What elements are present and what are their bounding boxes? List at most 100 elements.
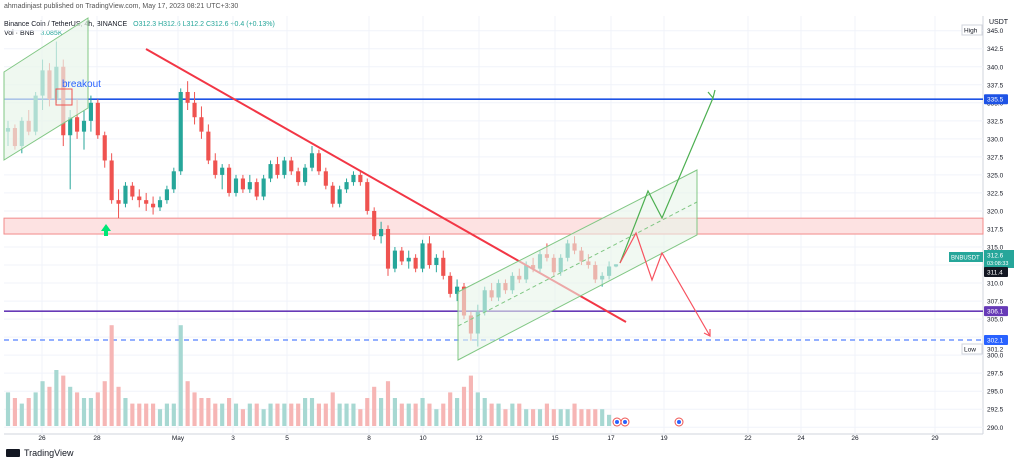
candle-body [233, 178, 239, 193]
candle-body [399, 250, 404, 262]
volume-bar [531, 409, 536, 426]
volume-value: 3.085K [40, 30, 63, 37]
x-tick-label: May [172, 435, 185, 442]
candle-body [392, 250, 397, 269]
symbol-tag-box [949, 252, 983, 262]
y-tick-label: 290.0 [987, 425, 1004, 432]
y-tick-label: 322.5 [987, 190, 1004, 197]
price-pill-text: 335.5 [987, 97, 1004, 104]
bullish-arrowhead [707, 89, 716, 100]
tradingview-logo[interactable]: TradingView [6, 448, 74, 458]
x-tick-label: 17 [607, 435, 615, 442]
volume-bar [130, 403, 135, 426]
volume-bar [544, 403, 549, 426]
candle-body [261, 178, 266, 197]
y-tick-label: 305.0 [987, 317, 1004, 324]
drawings [3, 17, 716, 427]
y-tick-label: 307.5 [987, 299, 1004, 306]
candle-body [303, 167, 308, 183]
candle-body [275, 164, 280, 175]
volume-bar [192, 392, 197, 426]
candle-body [434, 257, 439, 266]
candle-body [385, 228, 391, 269]
volume-bar [220, 403, 225, 426]
x-tick-label: 3 [231, 435, 235, 442]
volume-bar [406, 403, 411, 426]
y-tick-label: 295.0 [987, 389, 1004, 396]
candle-body [199, 117, 204, 132]
candle-body [102, 135, 107, 161]
volume-bar [102, 381, 107, 426]
x-tick-label: 12 [475, 435, 483, 442]
low-value: 301.2 [987, 347, 1004, 354]
candle-body [351, 174, 356, 183]
volume-bar [26, 398, 31, 426]
volume-bar [19, 403, 24, 426]
volume-bar [455, 398, 460, 426]
volume-bar [337, 403, 342, 426]
candle-body [68, 117, 73, 136]
volume-bar [434, 409, 439, 426]
candle-body [213, 160, 218, 175]
candle-body [144, 200, 149, 204]
candle-body [220, 167, 225, 175]
volume-bar [213, 403, 218, 426]
volume-bar [254, 403, 259, 426]
volume-bar [109, 325, 114, 426]
channel-midline [457, 201, 698, 327]
volume-bar [116, 386, 121, 426]
candle-body [116, 200, 121, 204]
volume-bar [206, 398, 211, 426]
price-pill [984, 94, 1008, 105]
candle-body [379, 228, 384, 237]
volume-bars [5, 325, 619, 426]
volume-bar [75, 392, 80, 426]
candle-body [420, 243, 425, 269]
candle-body [130, 185, 135, 197]
axis-tag-box [961, 24, 983, 36]
candle-body [192, 102, 197, 118]
volume-bar [247, 403, 252, 426]
volume-bar [496, 403, 501, 426]
candle-body [164, 189, 169, 201]
volume-bar [489, 403, 494, 426]
x-tick-label: 24 [797, 435, 805, 442]
volume-bar [413, 403, 418, 426]
candle-body [413, 257, 418, 269]
volume-bar [144, 403, 149, 426]
candle-body [240, 178, 245, 190]
volume-bar [385, 381, 391, 426]
current-price-text: 312.6 [987, 253, 1004, 260]
x-tick-label: 28 [93, 435, 101, 442]
candle-body [157, 200, 163, 208]
volume-bar [233, 403, 239, 426]
volume-bar [309, 398, 315, 426]
volume-bar [586, 409, 591, 426]
volume-bar [607, 414, 612, 426]
volume-bar [199, 398, 204, 426]
candle-body [178, 91, 183, 172]
volume-bar [579, 409, 584, 426]
volume-bar [171, 403, 176, 426]
volume-bar [420, 398, 425, 426]
candle-body [88, 102, 93, 121]
volume-bar [392, 398, 397, 426]
candle-body [406, 257, 411, 262]
volume-bar [47, 386, 52, 426]
volume-bar [517, 403, 522, 426]
volume-bar [482, 398, 487, 426]
y-tick-label: 310.0 [987, 281, 1004, 288]
candle-body [206, 131, 211, 161]
volume-bar [282, 403, 287, 426]
volume-bar [330, 392, 335, 426]
symbol-tag-label: BNBUSDT [951, 256, 980, 262]
breakout-annotation: breakout [62, 79, 101, 90]
y-tick-label: 340.0 [987, 64, 1004, 71]
currency-label: USDT [989, 19, 1009, 26]
candle-body [289, 160, 294, 172]
volume-bar [289, 403, 294, 426]
volume-bar [510, 403, 515, 426]
y-tick-label: 337.5 [987, 82, 1004, 89]
